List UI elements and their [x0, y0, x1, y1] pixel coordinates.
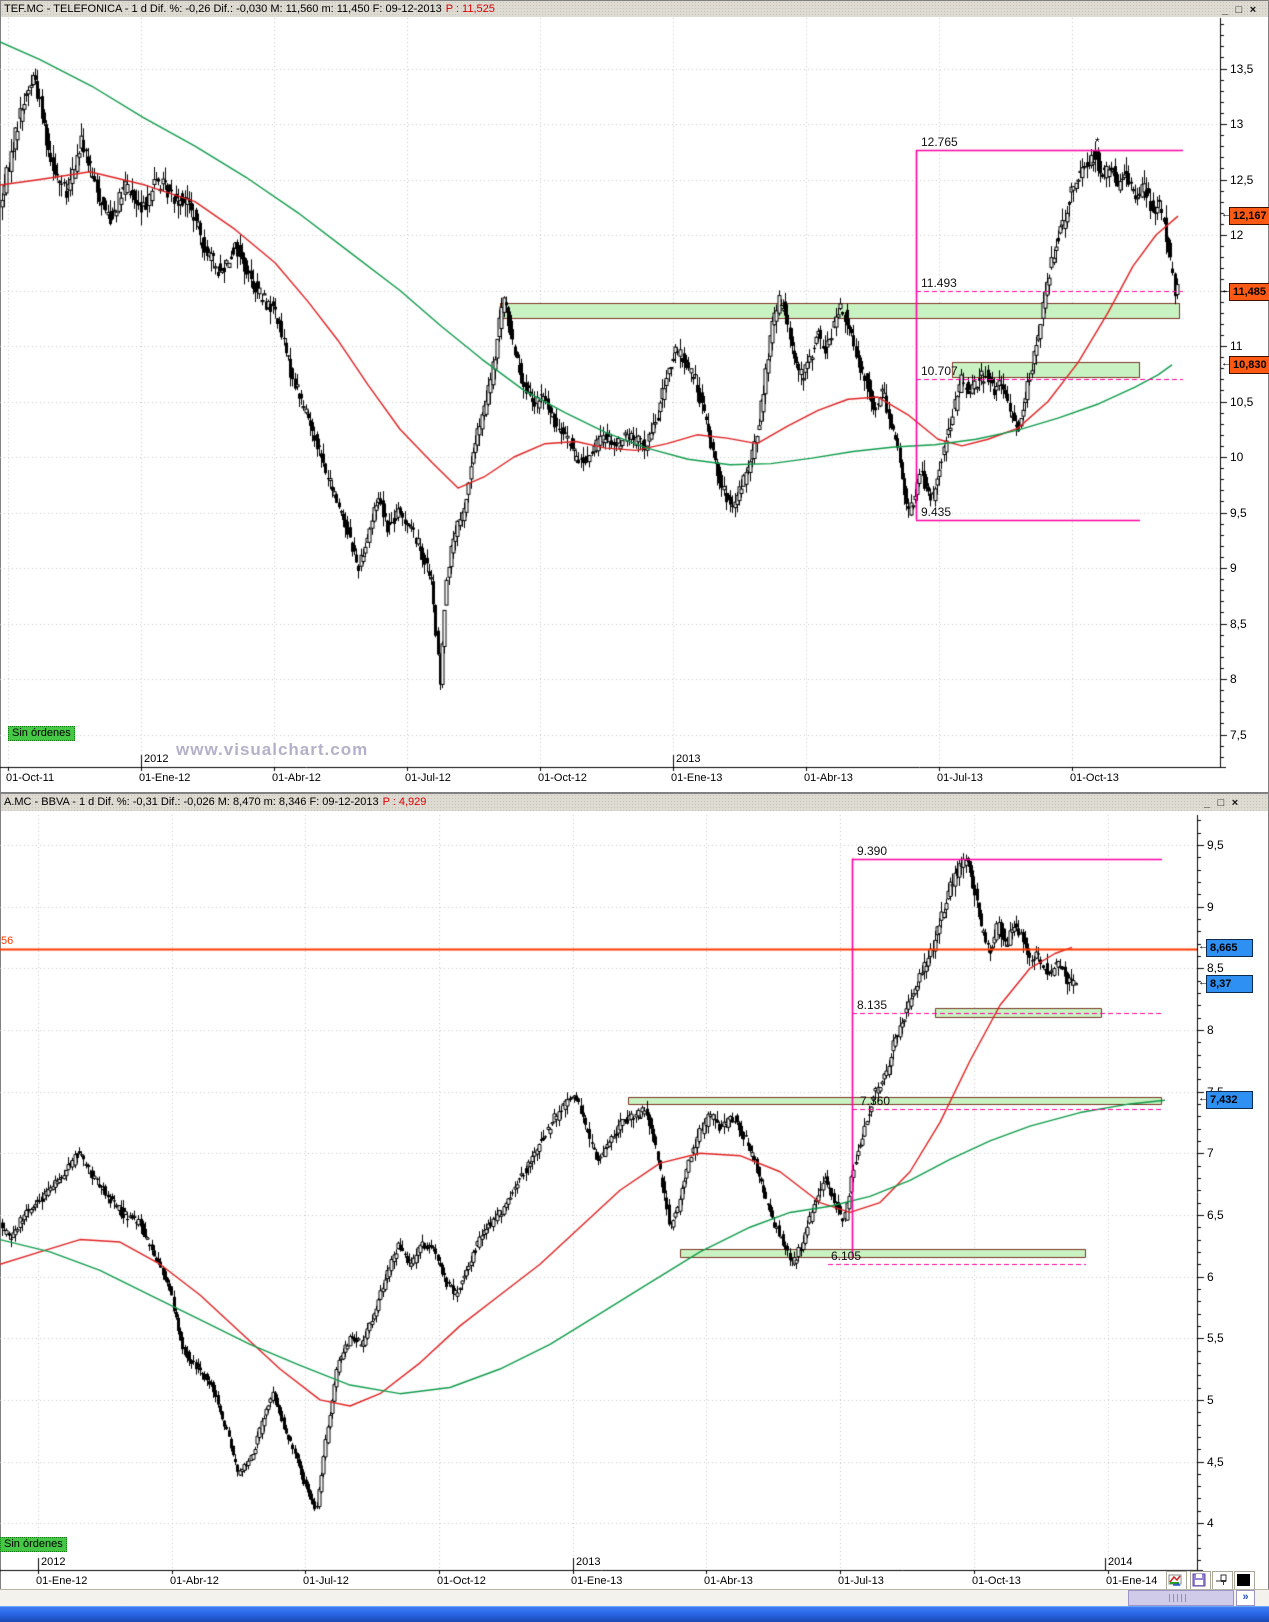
horizontal-scrollbar-thumb[interactable] — [1128, 1590, 1234, 1606]
no-orders-badge: Sin órdenes — [0, 1537, 67, 1552]
taskbar[interactable] — [0, 1606, 1269, 1622]
scrollbar-grip-icon — [1169, 1594, 1187, 1602]
pin-icon — [1216, 1574, 1227, 1585]
pin-button[interactable] — [1212, 1571, 1233, 1591]
watermark: www.visualchart.com — [176, 740, 369, 759]
no-orders-badge: Sin órdenes — [8, 726, 75, 741]
chart-workspace-icon — [1168, 1574, 1182, 1586]
chart-workspace-button[interactable] — [1166, 1571, 1187, 1591]
horizontal-scrollbar-track[interactable] — [0, 1589, 1269, 1607]
panel-icon — [1237, 1574, 1250, 1586]
save-button[interactable] — [1190, 1571, 1211, 1591]
scroll-end-button[interactable]: » — [1236, 1590, 1255, 1606]
save-icon — [1192, 1573, 1206, 1587]
panel-button[interactable] — [1234, 1571, 1255, 1591]
